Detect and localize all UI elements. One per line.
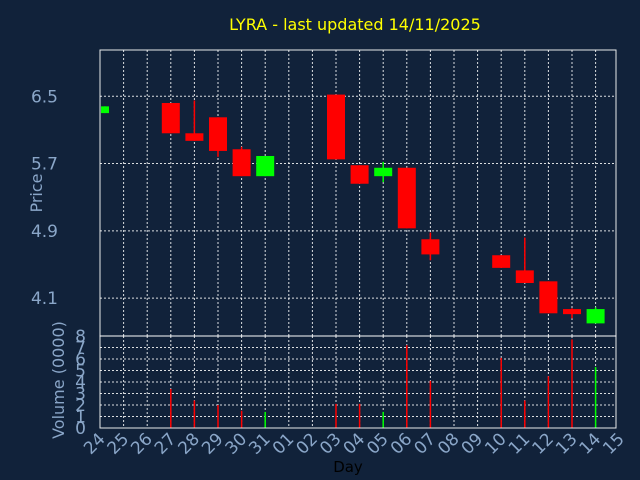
volume-y-tick-label: 5 bbox=[75, 362, 86, 382]
volume-panel-frame bbox=[99, 335, 617, 429]
price-y-tick-label: 4.1 bbox=[31, 289, 58, 309]
x-axis-ticks: 2425262728293031010203040506070809101112… bbox=[80, 429, 629, 458]
price-candles bbox=[101, 94, 605, 324]
candle-body bbox=[539, 281, 558, 314]
candle-body bbox=[397, 167, 416, 229]
candle-body bbox=[586, 309, 605, 324]
price-panel-grid bbox=[100, 50, 616, 336]
candle-body bbox=[256, 155, 275, 177]
candle-body bbox=[232, 149, 251, 177]
volume-y-tick-label: 1 bbox=[75, 408, 86, 428]
volume-y-tick-label: 8 bbox=[75, 327, 86, 347]
candle-body bbox=[350, 165, 369, 184]
candle-body bbox=[327, 94, 345, 160]
volume-y-tick-label: 3 bbox=[75, 385, 86, 405]
volume-axis-label: Volume (0000) bbox=[49, 321, 68, 439]
price-y-tick-label: 5.7 bbox=[31, 155, 58, 175]
candle-body bbox=[101, 106, 109, 114]
chart-title: LYRA - last updated 14/11/2025 bbox=[229, 15, 481, 34]
volume-y-tick-label: 6 bbox=[75, 350, 86, 370]
candle-body bbox=[209, 117, 227, 151]
x-axis-label: Day bbox=[333, 458, 363, 476]
candle-body bbox=[515, 270, 534, 284]
candle-body bbox=[492, 255, 511, 268]
volume-y-tick-label: 2 bbox=[75, 396, 86, 416]
price-y-tick-label: 6.5 bbox=[31, 87, 58, 107]
volume-y-tick-label: 7 bbox=[75, 339, 86, 359]
candle-body bbox=[374, 167, 393, 177]
volume-y-tick-label: 4 bbox=[75, 373, 86, 393]
price-axis-label: Price bbox=[27, 173, 46, 212]
candle-body bbox=[185, 133, 204, 141]
candle-body bbox=[421, 239, 440, 255]
volume-bars bbox=[170, 339, 597, 428]
candle-body bbox=[161, 102, 180, 134]
volume-y-tick-label: 0 bbox=[75, 419, 86, 439]
price-y-tick-label: 4.9 bbox=[31, 222, 58, 242]
price-y-axis-ticks: 6.5 5.7 4.9 4.1 bbox=[31, 87, 58, 309]
candle-body bbox=[563, 309, 581, 315]
